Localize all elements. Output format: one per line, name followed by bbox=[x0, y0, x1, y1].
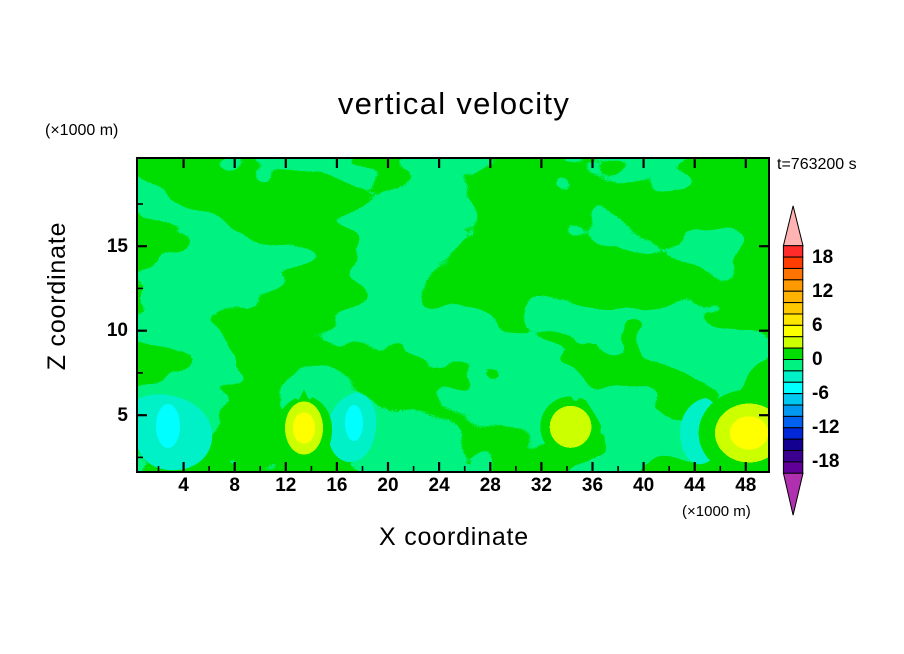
svg-text:12: 12 bbox=[812, 281, 833, 302]
svg-text:12: 12 bbox=[275, 475, 296, 496]
svg-text:48: 48 bbox=[735, 475, 756, 496]
svg-text:20: 20 bbox=[377, 475, 398, 496]
svg-text:18: 18 bbox=[812, 247, 833, 268]
svg-text:28: 28 bbox=[480, 475, 501, 496]
svg-text:36: 36 bbox=[582, 475, 603, 496]
svg-text:t=763200 s: t=763200 s bbox=[777, 156, 857, 173]
svg-text:8: 8 bbox=[229, 475, 240, 496]
svg-text:44: 44 bbox=[684, 475, 706, 496]
svg-text:15: 15 bbox=[107, 236, 129, 257]
svg-text:-18: -18 bbox=[812, 451, 839, 472]
svg-text:40: 40 bbox=[633, 475, 654, 496]
svg-text:32: 32 bbox=[531, 475, 552, 496]
svg-text:5: 5 bbox=[117, 405, 128, 426]
svg-text:-12: -12 bbox=[812, 417, 839, 438]
svg-text:vertical velocity: vertical velocity bbox=[338, 86, 570, 121]
svg-text:(×1000 m): (×1000 m) bbox=[45, 122, 118, 139]
svg-text:4: 4 bbox=[178, 475, 189, 496]
svg-text:(×1000 m): (×1000 m) bbox=[682, 503, 751, 520]
svg-text:16: 16 bbox=[326, 475, 347, 496]
svg-text:10: 10 bbox=[107, 320, 128, 341]
svg-text:X coordinate: X coordinate bbox=[379, 523, 529, 551]
svg-text:-6: -6 bbox=[812, 383, 829, 404]
svg-text:6: 6 bbox=[812, 315, 823, 336]
svg-text:0: 0 bbox=[812, 349, 823, 370]
svg-text:24: 24 bbox=[429, 475, 451, 496]
svg-text:Z coordinate: Z coordinate bbox=[43, 222, 71, 371]
